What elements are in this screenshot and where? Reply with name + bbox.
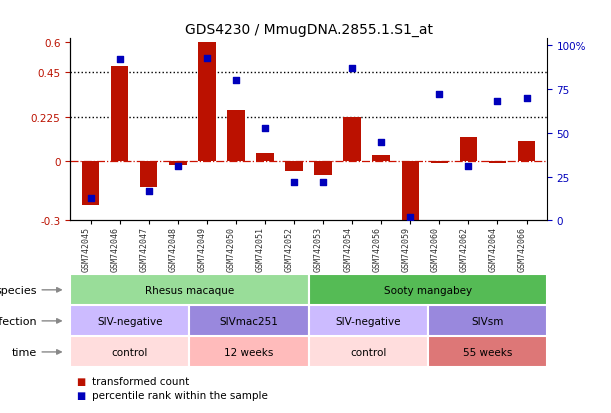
Point: [173, 164, 183, 170]
Bar: [70, 275, 309, 306]
Point: [231, 78, 241, 85]
Point: [260, 125, 270, 132]
Text: percentile rank within the sample: percentile rank within the sample: [92, 390, 268, 401]
Text: time: time: [12, 347, 37, 357]
Bar: [459, 138, 477, 162]
Bar: [343, 117, 361, 162]
Bar: [140, 162, 158, 188]
Bar: [373, 156, 390, 162]
Point: [347, 66, 357, 72]
Bar: [70, 306, 189, 337]
Point: [492, 99, 502, 105]
Point: [376, 139, 386, 146]
Bar: [285, 162, 302, 171]
Point: [464, 164, 474, 170]
Point: [115, 57, 125, 64]
Bar: [198, 43, 216, 162]
Text: SIV-negative: SIV-negative: [335, 316, 401, 326]
Bar: [518, 142, 535, 162]
Bar: [189, 337, 309, 368]
Bar: [309, 337, 428, 368]
Text: SIVsm: SIVsm: [471, 316, 503, 326]
Bar: [401, 162, 419, 221]
Point: [405, 214, 415, 221]
Bar: [111, 67, 128, 162]
Bar: [309, 275, 547, 306]
Point: [289, 179, 299, 186]
Point: [522, 95, 532, 102]
Point: [318, 179, 328, 186]
Text: control: control: [112, 347, 148, 357]
Bar: [309, 306, 428, 337]
Text: 12 weeks: 12 weeks: [224, 347, 274, 357]
Text: infection: infection: [0, 316, 37, 326]
Bar: [70, 337, 189, 368]
Text: SIVmac251: SIVmac251: [219, 316, 279, 326]
Point: [144, 188, 153, 195]
Title: GDS4230 / MmugDNA.2855.1.S1_at: GDS4230 / MmugDNA.2855.1.S1_at: [185, 23, 433, 37]
Text: species: species: [0, 285, 37, 295]
Text: 55 weeks: 55 weeks: [463, 347, 512, 357]
Bar: [189, 306, 309, 337]
Text: control: control: [350, 347, 386, 357]
Bar: [489, 162, 506, 164]
Text: SIV-negative: SIV-negative: [97, 316, 163, 326]
Bar: [169, 162, 186, 166]
Bar: [315, 162, 332, 176]
Bar: [227, 110, 244, 162]
Text: Sooty mangabey: Sooty mangabey: [384, 285, 472, 295]
Bar: [431, 162, 448, 164]
Bar: [256, 154, 274, 162]
Text: ■: ■: [76, 390, 86, 401]
Point: [202, 55, 212, 62]
Point: [86, 195, 95, 202]
Point: [434, 92, 444, 98]
Text: transformed count: transformed count: [92, 375, 189, 386]
Bar: [428, 337, 547, 368]
Text: Rhesus macaque: Rhesus macaque: [145, 285, 234, 295]
Bar: [428, 306, 547, 337]
Bar: [82, 162, 100, 205]
Text: ■: ■: [76, 375, 86, 386]
